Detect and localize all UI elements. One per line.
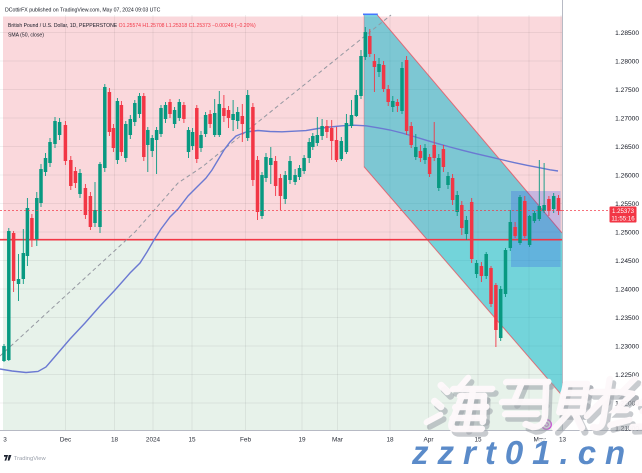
svg-text:1.27500: 1.27500	[615, 87, 639, 94]
svg-text:1.25000: 1.25000	[615, 229, 639, 236]
svg-text:1.27000: 1.27000	[615, 115, 639, 122]
svg-text:1.26500: 1.26500	[615, 144, 639, 151]
svg-text:3: 3	[3, 437, 7, 444]
svg-text:1.28500: 1.28500	[615, 30, 639, 37]
svg-text:1.26000: 1.26000	[615, 172, 639, 179]
svg-text:15: 15	[474, 437, 482, 444]
svg-text:1.23000: 1.23000	[615, 343, 639, 350]
svg-text:1.23500: 1.23500	[615, 315, 639, 322]
svg-text:1.22500: 1.22500	[615, 372, 639, 379]
svg-text:TradingView: TradingView	[14, 456, 47, 462]
svg-text:Apr: Apr	[424, 437, 435, 444]
svg-text:Mar: Mar	[332, 437, 344, 444]
svg-text:1.24500: 1.24500	[615, 258, 639, 265]
svg-text:1.25373: 1.25373	[612, 208, 635, 215]
svg-text:13: 13	[559, 437, 567, 444]
svg-text:19: 19	[298, 437, 306, 444]
svg-text:1.24000: 1.24000	[615, 286, 639, 293]
svg-text:May: May	[533, 437, 546, 444]
svg-text:11:55:16: 11:55:16	[611, 216, 635, 223]
svg-text:zzrt01.cn: zzrt01.cn	[409, 432, 632, 468]
svg-text:zzrt01.cn: zzrt01.cn	[411, 434, 634, 468]
svg-text:1.28000: 1.28000	[615, 58, 639, 65]
svg-text:1.25500: 1.25500	[615, 201, 639, 208]
svg-text:Feb: Feb	[240, 437, 251, 444]
svg-text:2024: 2024	[146, 437, 161, 444]
svg-text:SMA (50, close): SMA (50, close)	[8, 33, 44, 39]
svg-text:15: 15	[188, 437, 196, 444]
svg-text:DCottirFX published on Trading: DCottirFX published on TradingView.com, …	[5, 8, 161, 14]
svg-text:18: 18	[111, 437, 119, 444]
svg-text:Dec: Dec	[60, 437, 72, 444]
svg-text:18: 18	[386, 437, 394, 444]
svg-text:British Pound / U.S. Dollar, 1: British Pound / U.S. Dollar, 1D, PEPPERS…	[8, 23, 256, 29]
